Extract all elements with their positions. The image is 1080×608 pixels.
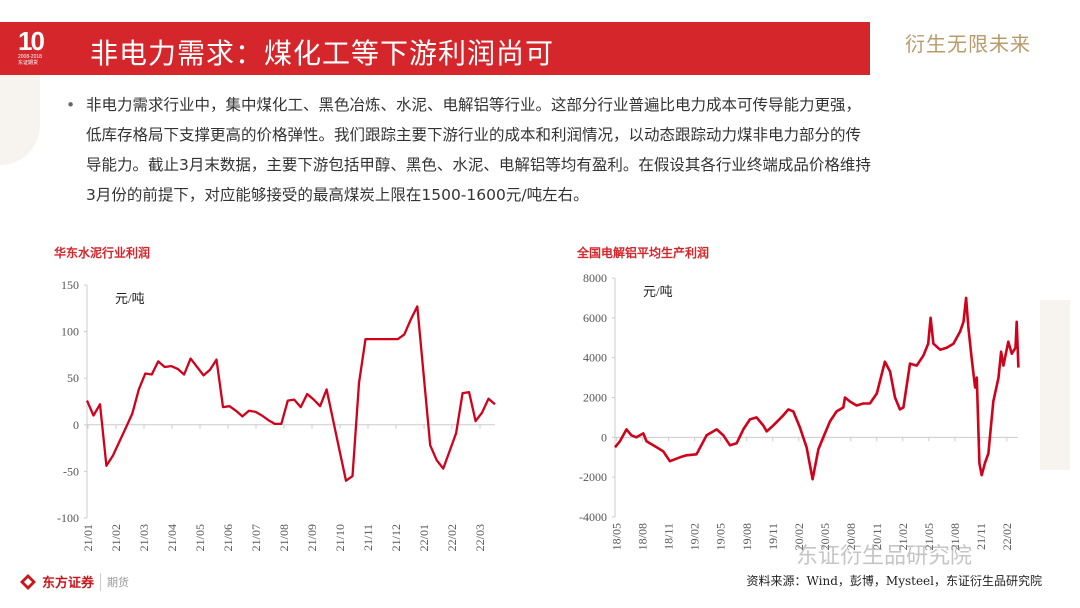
unit-label: 元/吨 [643,284,673,299]
x-tick-label: 22/02 [1000,523,1014,550]
title-bar [0,22,870,75]
x-tick-label: 21/02 [109,524,123,551]
x-tick-label: 21/01 [81,524,95,551]
bullet-line: 非电力需求行业中，集中煤化工、黑色冶炼、水泥、电解铝等行业。这部分行业普遍比电力… [86,96,862,114]
x-tick-label: 22/02 [445,524,459,551]
bullet-dot-icon: • [66,96,76,114]
y-tick-label: -50 [63,464,79,478]
x-tick-label: 20/08 [844,523,858,550]
aluminum-profit-chart: -4000 -2000 0 2000 4000 6000 8000 18/05 18/08 18/… [579,271,1020,550]
x-tick-label: 18/08 [636,523,650,550]
data-series-line [613,296,1020,481]
background-decoration [0,75,40,165]
background-decoration [1040,300,1070,470]
x-tick-label: 20/02 [792,523,806,550]
cement-profit-chart: -100 -50 0 50 100 150 21/01 21/02 21/03 21/04 21/0… [57,278,496,551]
chart-title-aluminum: 全国电解铝平均生产利润 [577,246,710,260]
data-series-line [85,305,496,482]
y-tick-label: 0 [73,418,79,432]
x-tick-label: 21/05 [193,524,207,551]
x-tick-label: 22/03 [473,524,487,551]
bullet-line: 导能力。截止3月末数据，主要下游包括甲醇、黑色、水泥、电解铝等均有盈利。在假设其… [86,156,871,174]
chart-title-cement: 华东水泥行业利润 [54,246,151,260]
page-title: 非电力需求：煤化工等下游利润尚可 [90,37,555,70]
y-tick-label: -100 [57,511,79,525]
x-tick-label: 21/02 [896,523,910,550]
x-tick-label: 21/06 [221,524,235,551]
x-tick-label: 21/10 [333,524,347,551]
slogan: 衍生无限未来 [905,32,1031,56]
company-logo-icon [20,573,36,590]
x-tick-label: 21/07 [249,524,263,551]
x-tick-label: 20/05 [818,523,832,550]
x-tick-label: 19/08 [740,523,754,550]
company-logo: 东方证券 期货 [20,572,129,591]
y-tick-label: 150 [61,278,79,292]
bullet-line: 3月份的前提下，对应能够接受的最高煤炭上限在1500-1600元/吨左右。 [86,186,589,204]
x-tick-label: 19/11 [766,523,780,550]
x-tick-label: 18/05 [610,523,624,550]
y-tick-label: -2000 [579,470,607,484]
x-tick-label: 21/09 [305,524,319,551]
y-tick-label: 8000 [583,271,607,285]
watermark: 东证衍生品研究院 [796,544,973,569]
bullet-line: 低库存格局下支撑更高的价格弹性。我们跟踪主要下游行业的成本和利润情况，以动态跟踪… [86,126,862,144]
y-tick-label: 6000 [583,311,607,325]
x-tick-label: 18/11 [662,523,676,550]
x-tick-label: 19/02 [688,523,702,550]
x-tick-label: 21/11 [361,524,375,551]
x-tick-label: 21/05 [922,523,936,550]
x-tick-label: 19/05 [714,523,728,550]
x-tick-label: 21/12 [389,524,403,551]
x-tick-label: 21/03 [137,524,151,551]
divider [100,572,102,591]
x-tick-label: 21/08 [277,524,291,551]
y-tick-label: 100 [61,325,79,339]
x-tick-label: 21/04 [165,524,179,551]
x-tick-label: 21/08 [948,523,962,550]
anniversary-logo: 10 2008-2018 东证期货 [18,26,45,66]
company-name: 东方证券 [42,576,95,591]
y-tick-label: 0 [601,430,607,444]
division-name: 期货 [107,575,130,589]
x-tick-label: 22/01 [417,524,431,551]
y-tick-label: 50 [67,371,79,385]
y-tick-label: 4000 [583,351,607,365]
x-tick-label: 20/11 [870,523,884,550]
x-tick-label: 21/11 [974,523,988,550]
source-note: 资料来源：Wind，彭博，Mysteel，东证衍生品研究院 [746,574,1042,588]
y-tick-label: -4000 [579,510,607,524]
bullet-paragraph: • 非电力需求行业中，集中煤化工、黑色冶炼、水泥、电解铝等行业。这部分行业普遍比… [66,90,986,210]
y-tick-label: 2000 [583,391,607,405]
unit-label: 元/吨 [115,291,145,306]
